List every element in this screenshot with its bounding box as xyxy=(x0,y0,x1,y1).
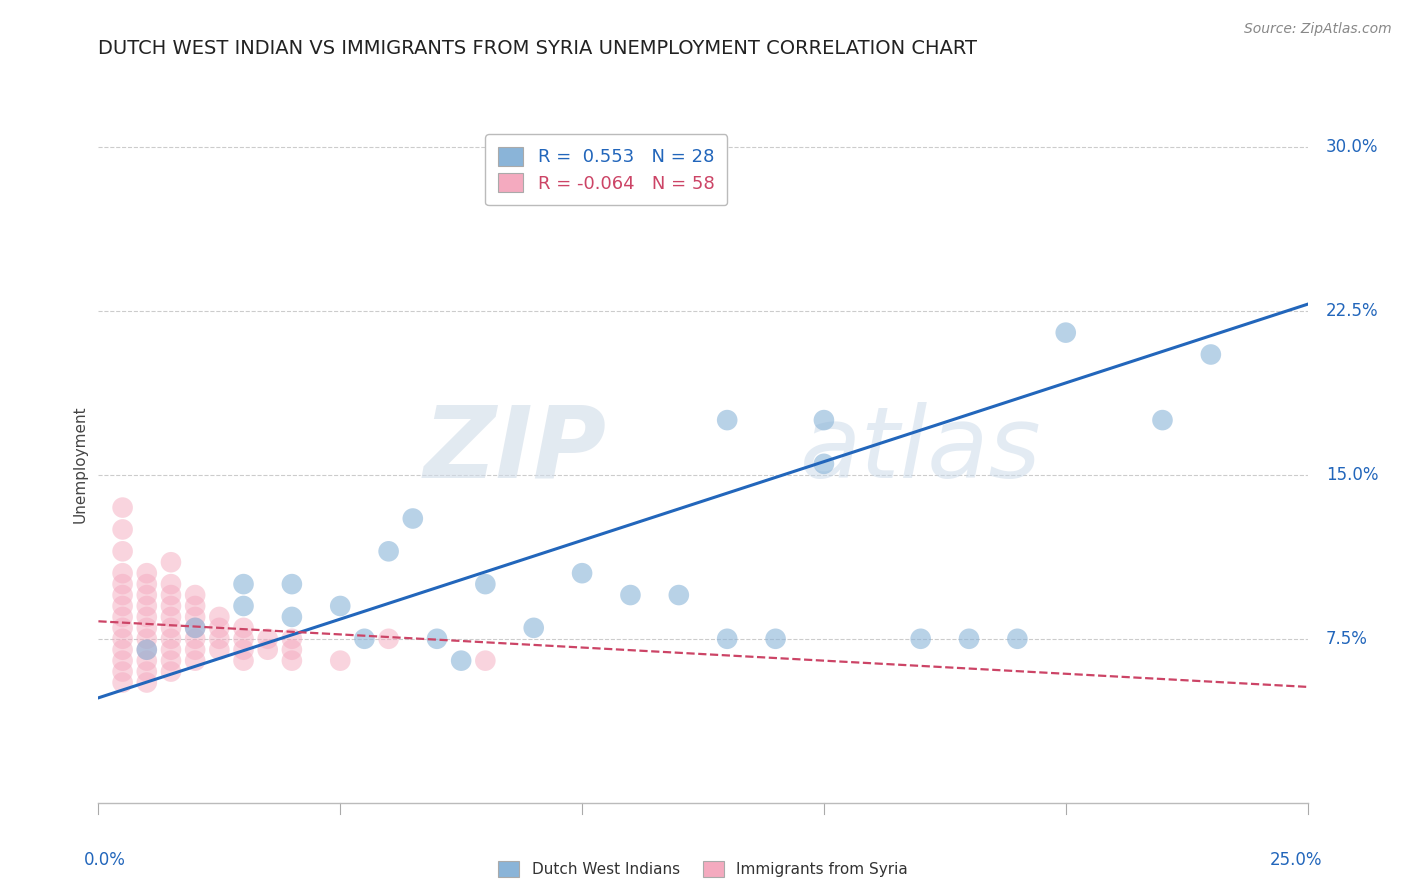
Point xyxy=(135,632,157,646)
Point xyxy=(232,642,254,657)
Point xyxy=(135,665,157,679)
Point xyxy=(402,511,425,525)
Point xyxy=(716,413,738,427)
Point xyxy=(135,577,157,591)
Text: 0.0%: 0.0% xyxy=(84,851,125,869)
Point xyxy=(910,632,932,646)
Point xyxy=(1152,413,1174,427)
Point xyxy=(111,523,134,537)
Point xyxy=(474,577,496,591)
Text: atlas: atlas xyxy=(800,401,1042,499)
Y-axis label: Unemployment: Unemployment xyxy=(72,405,87,523)
Text: DUTCH WEST INDIAN VS IMMIGRANTS FROM SYRIA UNEMPLOYMENT CORRELATION CHART: DUTCH WEST INDIAN VS IMMIGRANTS FROM SYR… xyxy=(98,39,977,58)
Point xyxy=(184,642,207,657)
Point xyxy=(232,577,254,591)
Point xyxy=(716,632,738,646)
Point xyxy=(160,588,183,602)
Point xyxy=(1007,632,1029,646)
Point xyxy=(184,621,207,635)
Point xyxy=(160,665,183,679)
Point xyxy=(281,610,304,624)
Point xyxy=(111,654,134,668)
Point xyxy=(208,621,231,635)
Point xyxy=(135,642,157,657)
Point xyxy=(256,642,278,657)
Point xyxy=(111,675,134,690)
Point xyxy=(111,544,134,558)
Text: ZIP: ZIP xyxy=(423,401,606,499)
Point xyxy=(160,642,183,657)
Point xyxy=(111,665,134,679)
Point xyxy=(232,632,254,646)
Point xyxy=(160,654,183,668)
Point xyxy=(160,621,183,635)
Point xyxy=(160,577,183,591)
Point xyxy=(135,599,157,613)
Point xyxy=(135,654,157,668)
Point xyxy=(111,588,134,602)
Point xyxy=(208,632,231,646)
Point xyxy=(474,654,496,668)
Point xyxy=(281,654,304,668)
Point xyxy=(135,588,157,602)
Point xyxy=(111,632,134,646)
Point xyxy=(1199,347,1222,361)
Point xyxy=(765,632,787,646)
Point xyxy=(111,566,134,581)
Point xyxy=(160,599,183,613)
Point xyxy=(135,642,157,657)
Point xyxy=(184,621,207,635)
Point xyxy=(377,632,399,646)
Point xyxy=(160,632,183,646)
Point xyxy=(111,621,134,635)
Point xyxy=(208,642,231,657)
Point xyxy=(208,610,231,624)
Text: 22.5%: 22.5% xyxy=(1326,301,1378,319)
Text: 25.0%: 25.0% xyxy=(1270,851,1322,869)
Point xyxy=(523,621,546,635)
Point xyxy=(426,632,449,646)
Point xyxy=(184,610,207,624)
Point xyxy=(281,632,304,646)
Point xyxy=(135,566,157,581)
Point xyxy=(111,610,134,624)
Point xyxy=(135,621,157,635)
Point xyxy=(111,577,134,591)
Text: 7.5%: 7.5% xyxy=(1326,630,1368,648)
Text: Source: ZipAtlas.com: Source: ZipAtlas.com xyxy=(1244,22,1392,37)
Legend: Dutch West Indians, Immigrants from Syria: Dutch West Indians, Immigrants from Syri… xyxy=(492,855,914,883)
Point xyxy=(281,577,304,591)
Point xyxy=(111,599,134,613)
Point xyxy=(281,642,304,657)
Point xyxy=(619,588,641,602)
Point xyxy=(571,566,593,581)
Point xyxy=(813,413,835,427)
Point xyxy=(329,654,352,668)
Point xyxy=(668,588,690,602)
Point xyxy=(256,632,278,646)
Point xyxy=(232,654,254,668)
Point xyxy=(111,500,134,515)
Text: 30.0%: 30.0% xyxy=(1326,137,1378,156)
Point xyxy=(1054,326,1077,340)
Point xyxy=(184,588,207,602)
Point xyxy=(135,675,157,690)
Point xyxy=(329,599,352,613)
Point xyxy=(135,610,157,624)
Point xyxy=(111,642,134,657)
Point xyxy=(377,544,399,558)
Point xyxy=(813,457,835,471)
Point xyxy=(232,599,254,613)
Point xyxy=(957,632,980,646)
Point xyxy=(184,599,207,613)
Point xyxy=(450,654,472,668)
Point xyxy=(160,555,183,569)
Text: 15.0%: 15.0% xyxy=(1326,466,1378,483)
Point xyxy=(353,632,375,646)
Point xyxy=(160,610,183,624)
Point xyxy=(184,632,207,646)
Point xyxy=(232,621,254,635)
Point xyxy=(184,654,207,668)
